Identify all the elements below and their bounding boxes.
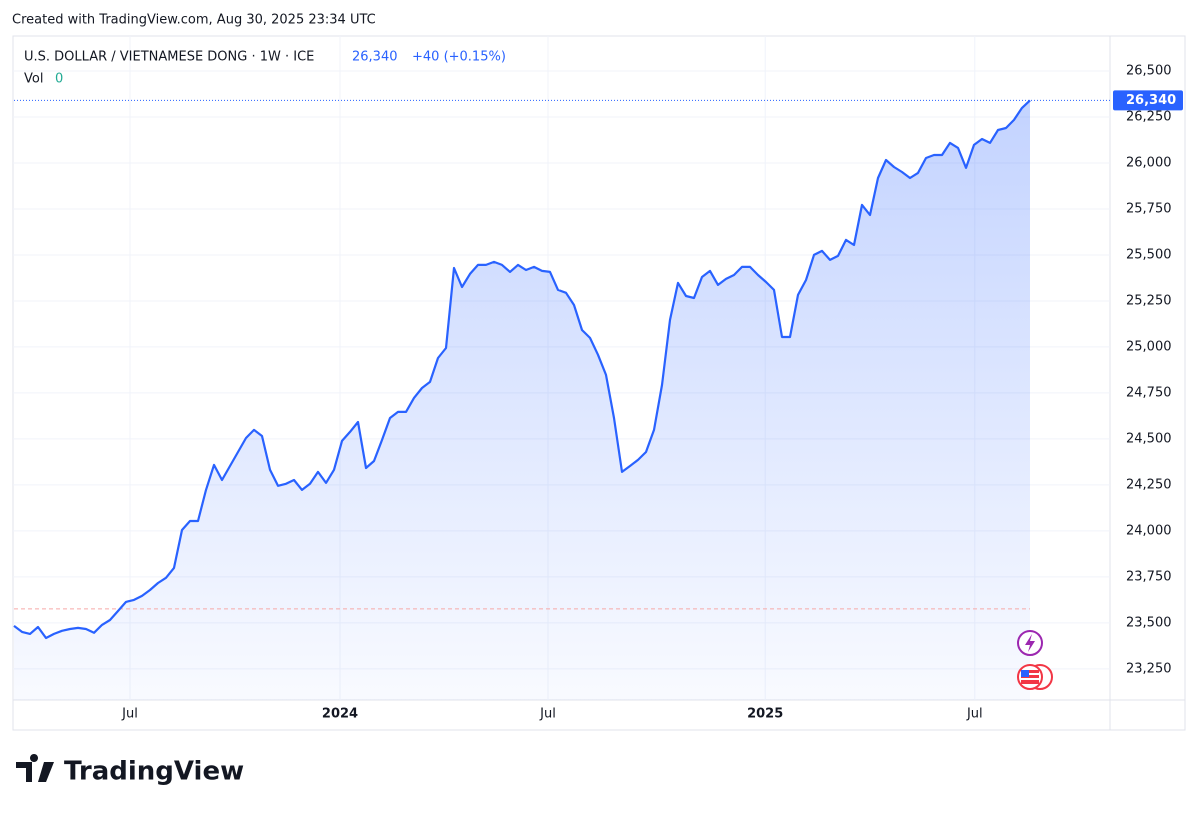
- x-tick-label: 2024: [322, 707, 358, 722]
- y-tick-label: 25,000: [1126, 339, 1172, 354]
- flag-canton: [1021, 670, 1029, 677]
- chart-title: U.S. DOLLAR / VIETNAMESE DONG · 1W · ICE: [24, 50, 314, 65]
- logo: TradingView: [16, 754, 244, 787]
- price-line: [13, 99, 1031, 640]
- plot: [13, 99, 1110, 700]
- flag-stripe: [1021, 678, 1039, 680]
- price-change: +40 (+0.15%): [412, 50, 506, 65]
- x-tick-label: Jul: [121, 707, 138, 722]
- event-icons: [1017, 630, 1053, 690]
- x-tick-label: Jul: [539, 707, 556, 722]
- x-tick-label: Jul: [966, 707, 983, 722]
- chart-frame: [12, 35, 1186, 731]
- volume-label: Vol: [24, 72, 43, 87]
- brand: TradingView: [64, 757, 244, 787]
- y-tick-label: 24,750: [1126, 385, 1172, 400]
- y-tick-label: 25,250: [1126, 293, 1172, 308]
- y-tick-label: 24,250: [1126, 477, 1172, 492]
- y-tick-label: 24,500: [1126, 431, 1172, 446]
- area-fill: [14, 100, 1030, 700]
- y-tick-label: 25,750: [1126, 201, 1172, 216]
- y-tick-label: 24,000: [1126, 523, 1172, 538]
- y-tick-label: 26,000: [1126, 155, 1172, 170]
- last-price: 26,340: [352, 50, 398, 65]
- event-bolt: [1025, 634, 1035, 652]
- y-tick-label: 25,500: [1126, 247, 1172, 262]
- x-tick-label: 2025: [747, 707, 783, 722]
- y-tick-label: 26,250: [1126, 109, 1172, 124]
- y-tick-label: 23,250: [1126, 661, 1172, 676]
- y-tick-label: 26,500: [1126, 63, 1172, 78]
- y-tick-label: 23,500: [1126, 615, 1172, 630]
- logo-mark: [16, 754, 54, 782]
- last-price-badge-label: 26,340: [1126, 93, 1176, 108]
- created-note: Created with TradingView.com, Aug 30, 20…: [12, 13, 376, 28]
- volume-value: 0: [55, 72, 63, 87]
- flag-stripe: [1021, 673, 1039, 675]
- last-price-badge: [1113, 90, 1183, 111]
- y-tick-label: 23,750: [1126, 569, 1172, 584]
